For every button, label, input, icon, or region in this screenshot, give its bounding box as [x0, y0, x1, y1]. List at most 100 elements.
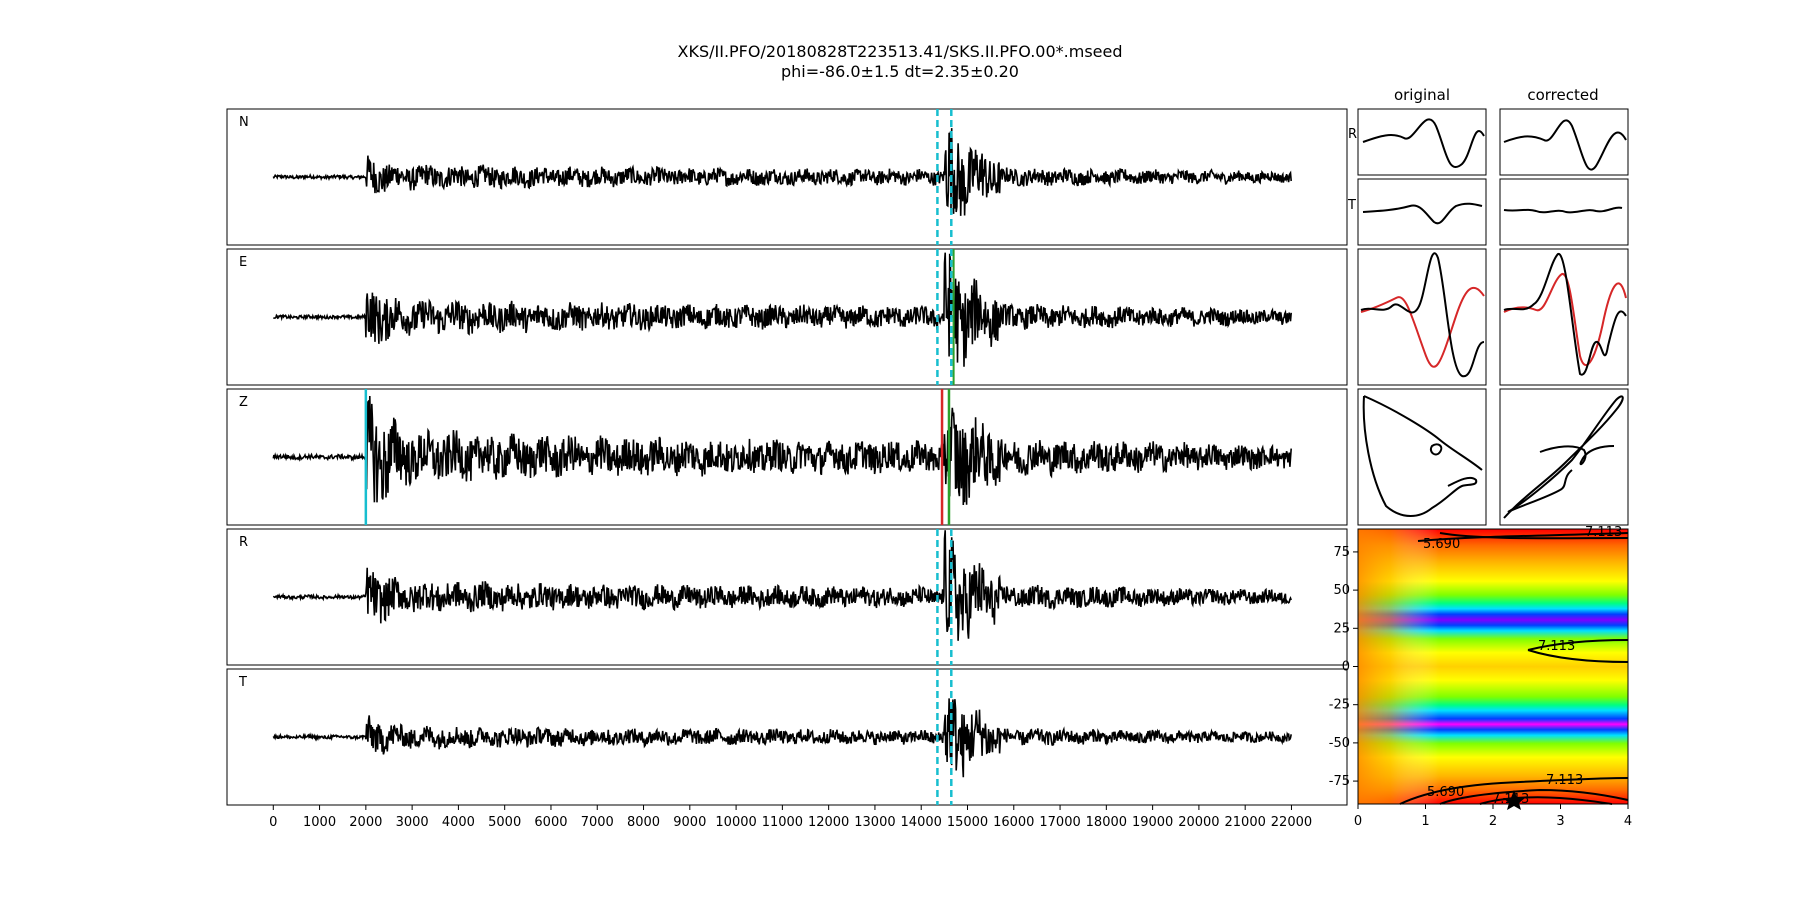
transverse-waveform-corrected: [1503, 206, 1623, 214]
x-tick-label: 22000: [1271, 815, 1312, 830]
heatmap-y-tick-label: -50: [1329, 736, 1350, 751]
x-tick-label: 9000: [673, 815, 706, 830]
row-label-r: R: [1348, 127, 1357, 142]
waveform-overlay-red: [1503, 273, 1627, 367]
panel-label: T: [238, 675, 247, 690]
contour-label: 7.113: [1538, 639, 1575, 654]
seismogram-panel-t: T: [226, 668, 1348, 806]
panel-frame: [1357, 388, 1487, 526]
panel-frame: [1499, 108, 1629, 176]
contour-line: [1417, 532, 1629, 542]
panel-frame: [1499, 178, 1629, 246]
x-tick-label: 17000: [1039, 815, 1080, 830]
seismogram-trace: [272, 698, 1292, 778]
x-tick-label: 1000: [303, 815, 336, 830]
original-particle-motion-panel: [1357, 388, 1487, 526]
panel-frame: [226, 668, 1348, 806]
panel-frame: [226, 528, 1348, 666]
panel-label: N: [239, 115, 249, 130]
contour-line: [1527, 639, 1629, 651]
corrected-radial-panel: [1499, 108, 1629, 176]
column-label-original: original: [1394, 86, 1450, 104]
panel-label: E: [239, 255, 247, 270]
error-surface-panel: 5.690 7.113 7.113 5.690 7.113 7.113: [1357, 525, 1629, 810]
figure-subtitle: phi=-86.0±1.5 dt=2.35±0.20: [781, 62, 1019, 81]
heatmap-y-tick-label: 25: [1333, 621, 1350, 636]
corrected-particle-motion-panel: [1499, 388, 1629, 526]
contour-line: [1479, 796, 1613, 805]
contour-label: 5.690: [1427, 785, 1464, 800]
x-tick-label: 12000: [808, 815, 849, 830]
particle-motion-loop: [1362, 395, 1478, 517]
radial-waveform-original: [1362, 118, 1485, 168]
x-tick-label: 16000: [993, 815, 1034, 830]
heatmap-y-tick-label: -75: [1329, 774, 1350, 789]
figure-title: XKS/II.PFO/20180828T223513.41/SKS.II.PFO…: [677, 42, 1123, 61]
contour-label: 5.690: [1423, 537, 1460, 552]
seismogram-trace: [272, 128, 1292, 216]
particle-motion-small-loop: [1430, 443, 1443, 456]
x-tick-label: 4000: [442, 815, 475, 830]
x-tick-label: 7000: [581, 815, 614, 830]
x-tick-label: 11000: [762, 815, 803, 830]
original-overlay-panel: [1357, 248, 1487, 386]
seismogram-panel-e: E: [226, 248, 1348, 386]
seismogram-panel-r: R: [226, 528, 1348, 666]
corrected-transverse-panel: [1499, 178, 1629, 246]
particle-motion-line: [1363, 395, 1483, 471]
waveform-overlay-black: [1503, 252, 1627, 376]
seismogram-panel-z: Z: [226, 388, 1348, 526]
panel-frame: [226, 108, 1348, 246]
particle-motion-kink: [1539, 445, 1615, 466]
panel-frame: [1357, 178, 1487, 246]
panel-frame: [226, 388, 1348, 526]
contour-label: 7.113: [1585, 525, 1622, 540]
heatmap-y-tick-label: 75: [1333, 545, 1350, 560]
x-tick-label: 3000: [396, 815, 429, 830]
x-tick-label: 14000: [901, 815, 942, 830]
heatmap-x-tick-label: 0: [1354, 814, 1362, 829]
seismogram-panel-n: N: [226, 108, 1348, 246]
corrected-overlay-panel: [1499, 248, 1629, 386]
transverse-waveform-original: [1362, 202, 1483, 225]
contour-line: [1399, 777, 1629, 805]
seismogram-x-axis: 0 1000 2000 3000 4000 5000 6000 7000 8000 9000 100…: [269, 805, 1312, 830]
particle-motion-loop: [1503, 395, 1624, 519]
waveform-overlay-black: [1360, 252, 1485, 378]
waveform-overlay-red: [1360, 287, 1485, 368]
x-tick-label: 8000: [627, 815, 660, 830]
heatmap-x-tick-label: 2: [1489, 814, 1497, 829]
x-tick-label: 10000: [715, 815, 756, 830]
panel-label: R: [239, 535, 248, 550]
best-fit-star-icon: [1503, 790, 1525, 810]
x-tick-label: 18000: [1086, 815, 1127, 830]
heatmap-overlay: [1358, 529, 1628, 804]
heatmap-x-tick-label: 1: [1421, 814, 1429, 829]
x-tick-label: 5000: [488, 815, 521, 830]
heatmap-y-tick-label: 50: [1333, 583, 1350, 598]
contour-line: [1439, 532, 1629, 540]
heatmap-x-tick-label: 4: [1624, 814, 1632, 829]
original-transverse-panel: T: [1347, 178, 1487, 246]
heatmap-y-tick-label: 0: [1342, 660, 1350, 675]
seismogram-trace: [273, 252, 1292, 367]
x-tick-label: 19000: [1132, 815, 1173, 830]
heatmap-x-tick-label: 3: [1556, 814, 1564, 829]
x-tick-label: 20000: [1178, 815, 1219, 830]
panel-frame: [1499, 248, 1629, 386]
contour-line: [1527, 649, 1629, 663]
radial-waveform-corrected: [1503, 119, 1627, 171]
x-tick-label: 0: [269, 815, 277, 830]
x-tick-label: 13000: [854, 815, 895, 830]
panel-frame: [226, 248, 1348, 386]
error-surface-axes: 0 1 2 3 4 75 50 25 0 -25 -50 -75: [1329, 545, 1632, 829]
column-label-corrected: corrected: [1527, 86, 1598, 104]
seismogram-trace: [272, 395, 1292, 506]
contour-label: 7.113: [1546, 773, 1583, 788]
x-tick-label: 2000: [349, 815, 382, 830]
row-label-t: T: [1347, 198, 1356, 213]
particle-motion-line: [1507, 469, 1573, 513]
panel-frame: [1357, 108, 1487, 176]
seismogram-panels: N E Z R T: [226, 108, 1348, 806]
